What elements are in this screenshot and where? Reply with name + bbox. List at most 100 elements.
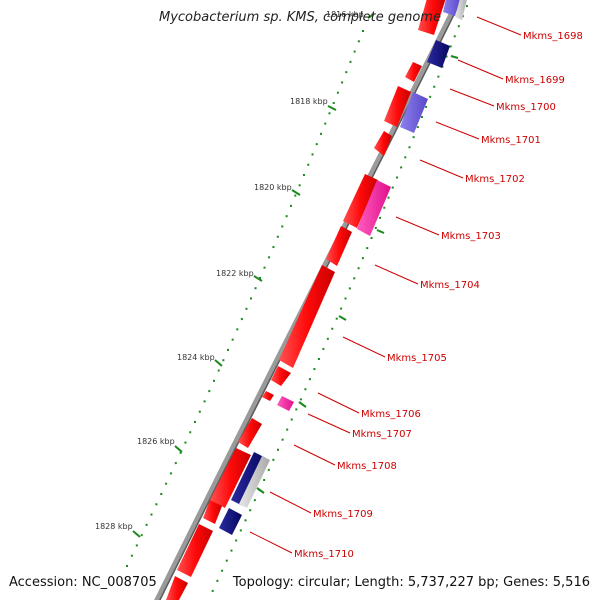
- gene-label-1710[interactable]: Mkms_1710: [294, 549, 354, 560]
- reverse-strand-genes: [219, 0, 468, 535]
- gene-block-1699-blue[interactable]: [427, 40, 450, 68]
- gene-block-1698-lav[interactable]: [443, 0, 461, 16]
- scale-dot: [341, 81, 344, 84]
- scale-dot: [361, 257, 364, 260]
- gene-block-1705-a[interactable]: [326, 226, 352, 266]
- scale-dot: [267, 256, 270, 259]
- scale-dot: [289, 204, 292, 207]
- scale-dot: [160, 492, 163, 495]
- scale-dot: [404, 156, 407, 159]
- gene-block-1709-red[interactable]: [203, 500, 222, 524]
- scale-dot: [295, 408, 298, 411]
- scale-dot: [174, 462, 177, 465]
- scale-tick-1816: 1816 kbp: [326, 10, 375, 19]
- scale-dot: [345, 71, 348, 74]
- gene-label-1699[interactable]: Mkms_1699: [505, 75, 565, 86]
- gene-block-1705-b[interactable]: [279, 265, 335, 368]
- scale-dot: [194, 420, 197, 423]
- scale-dot: [203, 400, 206, 403]
- scale-dot: [285, 215, 288, 218]
- scale-label-1822: 1822 kbp: [216, 269, 254, 278]
- scale-dot: [425, 105, 428, 108]
- gene-label-1700[interactable]: Mkms_1700: [496, 102, 556, 113]
- scale-dot: [362, 30, 364, 32]
- scale-dot: [189, 431, 192, 434]
- scale-dot: [429, 95, 432, 98]
- gene-block-1698-grey[interactable]: [455, 0, 468, 20]
- scale-dot: [179, 451, 182, 454]
- gene-block-top[interactable]: [418, 0, 447, 35]
- scale-dot: [453, 35, 456, 38]
- scale-dot: [281, 438, 284, 441]
- scale-dot: [313, 368, 316, 371]
- gene-block-1700-red[interactable]: [384, 86, 411, 127]
- scale-dot: [335, 317, 338, 320]
- gene-label-1698[interactable]: Mkms_1698: [523, 31, 583, 42]
- scale-dot: [230, 549, 233, 552]
- gene-block-1709-blue[interactable]: [231, 452, 266, 506]
- scale-dot: [391, 186, 394, 189]
- scale-dot: [250, 297, 252, 300]
- scale-dot: [374, 226, 377, 229]
- gene-block-1704-red[interactable]: [343, 174, 378, 228]
- scale-label-1824: 1824 kbp: [177, 353, 215, 362]
- scale-label-1816: 1816 kbp: [326, 10, 364, 19]
- gene-block-1708-a[interactable]: [238, 418, 262, 448]
- gene-label-1704[interactable]: Mkms_1704: [420, 280, 480, 291]
- scale-dot: [165, 482, 168, 485]
- gene-block-1703-pink[interactable]: [357, 180, 391, 236]
- scale-dot: [150, 513, 153, 516]
- gene-label-1709[interactable]: Mkms_1709: [313, 509, 373, 520]
- scale-dot: [353, 277, 356, 280]
- scale-dot: [353, 50, 356, 53]
- scale-dot: [349, 60, 352, 63]
- scale-label-1828: 1828 kbp: [95, 522, 133, 531]
- scale-dot: [383, 206, 386, 209]
- scale-dot: [286, 428, 289, 431]
- gene-block-1710-red[interactable]: [177, 524, 213, 577]
- gene-label-lines: [249, 16, 522, 554]
- scale-dot: [253, 499, 256, 502]
- gene-label-1703[interactable]: Mkms_1703: [441, 231, 501, 242]
- gene-block-1699-red[interactable]: [405, 62, 422, 82]
- gene-label-1702[interactable]: Mkms_1702: [465, 174, 525, 185]
- gene-block-1706-pink[interactable]: [277, 396, 294, 411]
- gene-block-1702-red[interactable]: [374, 131, 392, 156]
- gene-block-1710-blue[interactable]: [219, 508, 242, 535]
- scale-dot: [416, 126, 419, 129]
- gene-block-1707-red[interactable]: [262, 391, 274, 401]
- scale-label-1820: 1820 kbp: [254, 183, 292, 192]
- gene-block-1708-b[interactable]: [210, 448, 251, 508]
- scale-dot: [298, 184, 301, 187]
- scale-label-1818: 1818 kbp: [290, 97, 328, 106]
- scale-dot: [317, 358, 320, 360]
- scale-dot: [400, 166, 403, 169]
- scale-dot: [272, 458, 275, 461]
- gene-label-1706[interactable]: Mkms_1706: [361, 409, 421, 420]
- scale-dot: [290, 418, 293, 421]
- scale-dot: [457, 25, 460, 28]
- scale-tick-1824: 1824 kbp: [177, 353, 223, 367]
- gene-block-1709-grey[interactable]: [239, 456, 270, 508]
- scale-dot: [366, 247, 369, 250]
- gene-label-1707[interactable]: Mkms_1707: [352, 429, 412, 440]
- scale-dot: [307, 163, 310, 166]
- scale-dot: [445, 55, 448, 58]
- scale-dot: [235, 539, 238, 542]
- scale-dot: [336, 91, 339, 94]
- gene-block-1701-lav[interactable]: [400, 92, 428, 133]
- gene-label-1705[interactable]: Mkms_1705: [387, 353, 447, 364]
- gene-block-bottom[interactable]: [166, 576, 188, 600]
- gene-label-1701[interactable]: Mkms_1701: [481, 135, 541, 146]
- scale-dot: [308, 378, 311, 381]
- accession-text: Accession: NC_008705: [9, 575, 157, 590]
- scale-dot: [348, 287, 351, 290]
- gene-block-1706-red[interactable]: [271, 366, 291, 386]
- scale-dot: [231, 338, 234, 341]
- scale-dot: [395, 176, 398, 179]
- scale-dot: [240, 318, 243, 321]
- gene-label-1708[interactable]: Mkms_1708: [337, 461, 397, 472]
- scale-dot: [408, 146, 411, 149]
- scale-dot: [225, 559, 228, 562]
- genome-title: Mycobacterium sp. KMS, complete genome: [159, 10, 441, 25]
